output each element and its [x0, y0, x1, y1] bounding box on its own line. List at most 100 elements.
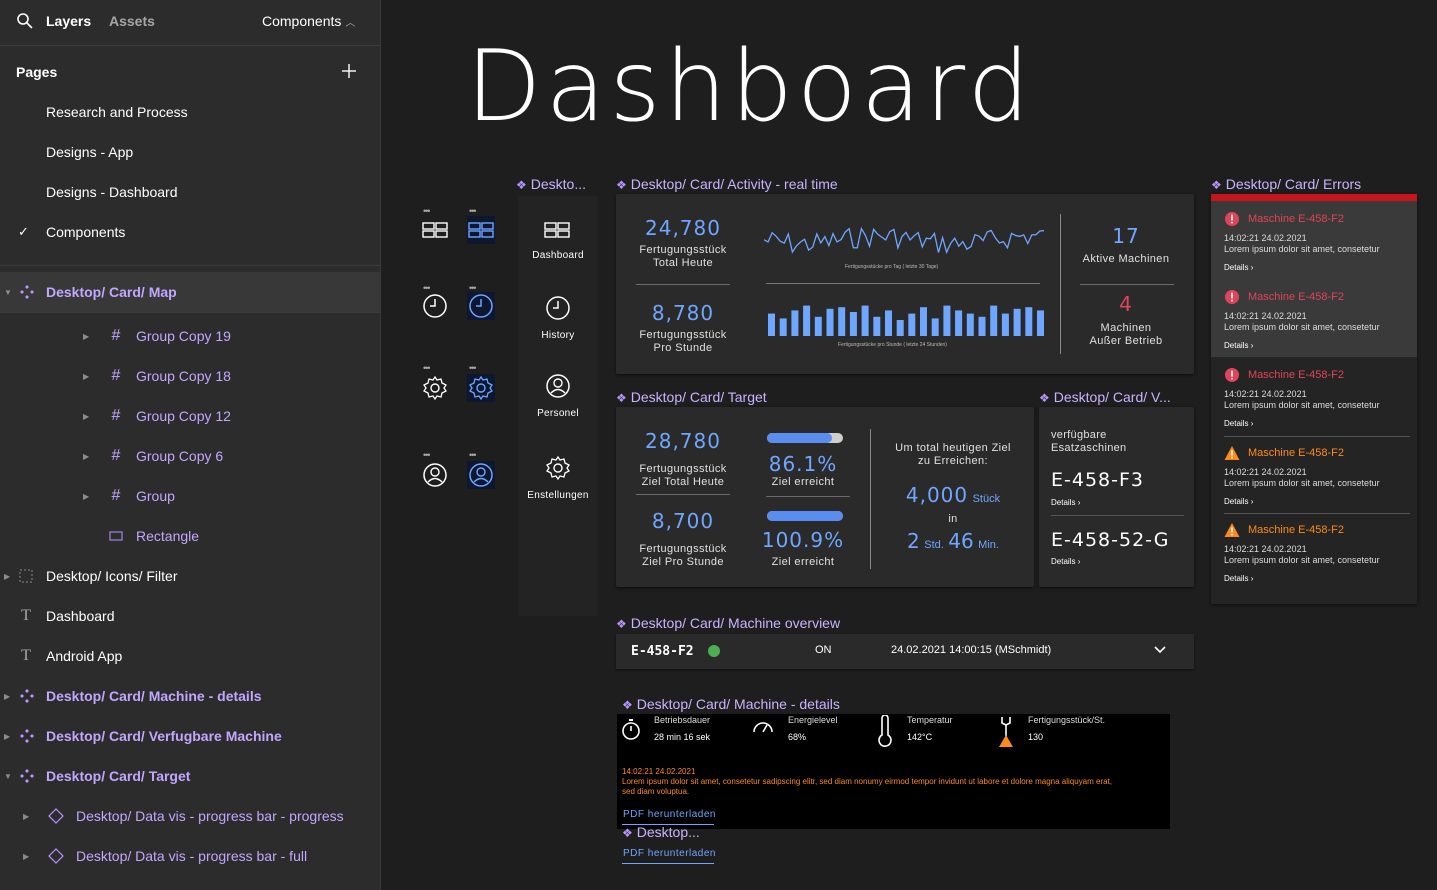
- nav-item-personel[interactable]: Personel: [518, 372, 598, 419]
- layer-row[interactable]: ▶ # Group Copy 18: [0, 356, 380, 396]
- error-item[interactable]: Maschine E-458-F2 14:02:21 24.02.2021 Lo…: [1211, 201, 1417, 279]
- runtime-value: 28 min 16 sek: [654, 732, 711, 742]
- pdf-download-link[interactable]: PDF herunterladen: [623, 848, 716, 859]
- error-message: Lorem ipsum dolor sit amet, consetetur: [1224, 322, 1380, 332]
- frame-label-overview[interactable]: ❖ Desktop/ Card/ Machine overview: [616, 615, 840, 631]
- machine-overview-row[interactable]: E-458-F2 ON 24.02.2021 14:00:15 (MSchmid…: [616, 634, 1194, 669]
- page-selector-label: Components: [262, 13, 342, 29]
- frame-label-small[interactable]: ❖ Desktop...: [622, 824, 700, 840]
- chevron-down-icon[interactable]: [1153, 642, 1167, 659]
- page-item-designs-dashboard[interactable]: Designs - Dashboard: [46, 184, 178, 200]
- error-item[interactable]: Maschine E-458-F2 14:02:21 24.02.2021 Lo…: [1211, 512, 1417, 590]
- page-item-research[interactable]: Research and Process: [46, 104, 188, 120]
- clock-active-icon[interactable]: [467, 292, 495, 320]
- caret-right-icon[interactable]: ▶: [83, 491, 90, 501]
- add-page-icon[interactable]: [340, 62, 358, 80]
- layer-row[interactable]: Rectangle: [0, 516, 380, 556]
- nav-item-settings[interactable]: Enstellungen: [518, 454, 598, 501]
- details-link[interactable]: Details ›: [1224, 341, 1253, 350]
- details-link[interactable]: Details ›: [1224, 497, 1253, 506]
- pdf-download-link[interactable]: PDF herunterladen: [623, 809, 716, 820]
- hourly-bar-chart: [768, 305, 1044, 336]
- caret-right-icon[interactable]: ▶: [4, 691, 11, 701]
- page-item-designs-app[interactable]: Designs - App: [46, 144, 134, 160]
- layer-row[interactable]: ▶ Desktop/ Data vis - progress bar - ful…: [0, 836, 380, 876]
- frame-label-details[interactable]: ❖ Desktop/ Card/ Machine - details: [622, 696, 840, 712]
- label-line: Pro Stunde: [653, 342, 713, 354]
- layer-row[interactable]: T Dashboard: [0, 596, 380, 636]
- page-selector[interactable]: Components ︿: [262, 13, 355, 29]
- details-link[interactable]: Details ›: [1051, 557, 1080, 566]
- user-icon[interactable]: [421, 461, 449, 489]
- dashboard-active-icon[interactable]: [467, 216, 495, 244]
- component-icon: [19, 768, 35, 784]
- details-link[interactable]: Details ›: [1224, 574, 1253, 583]
- clock-icon[interactable]: [421, 292, 449, 320]
- tab-layers[interactable]: Layers: [46, 13, 92, 29]
- search-icon[interactable]: [16, 12, 34, 30]
- goal-mins: 46: [948, 529, 974, 553]
- layer-label: Desktop/ Card/ Machine - details: [46, 688, 262, 704]
- frame-label-verf[interactable]: ❖ Desktop/ Card/ V...: [1039, 389, 1171, 405]
- error-item[interactable]: Maschine E-458-F2 14:02:21 24.02.2021 Lo…: [1211, 279, 1417, 357]
- bar: [1037, 310, 1044, 336]
- frame-label-errors[interactable]: ❖ Desktop/ Card/ Errors: [1211, 176, 1361, 192]
- layer-label: Group Copy 12: [136, 408, 231, 424]
- status-dot: [708, 645, 720, 657]
- layer-row[interactable]: ▶ Desktop/ Card/ Verfugbare Machine: [0, 716, 380, 756]
- errors-card: Maschine E-458-F2 14:02:21 24.02.2021 Lo…: [1211, 194, 1417, 604]
- divider: [1051, 515, 1184, 516]
- nav-item-dashboard[interactable]: Dashboard: [518, 220, 598, 261]
- caret-right-icon[interactable]: ▶: [23, 811, 30, 821]
- layer-row[interactable]: ▶ Desktop/ Card/ Machine - details: [0, 676, 380, 716]
- dashboard-icon[interactable]: [421, 216, 449, 244]
- divider: [0, 312, 381, 313]
- caret-right-icon[interactable]: ▶: [83, 411, 90, 421]
- caret-down-icon[interactable]: ▼: [4, 287, 12, 297]
- page-item-components[interactable]: Components: [46, 224, 126, 240]
- error-item[interactable]: Maschine E-458-F2 14:02:21 24.02.2021 Lo…: [1211, 357, 1417, 435]
- text-layer-icon: T: [21, 607, 31, 624]
- nav-label: Personel: [537, 408, 579, 419]
- caret-right-icon[interactable]: ▶: [23, 851, 30, 861]
- frame-label-nav[interactable]: ❖ Deskto...: [516, 176, 586, 192]
- error-timestamp: 14:02:21 24.02.2021: [1224, 311, 1307, 321]
- label-line: Esatzaschinen: [1051, 442, 1127, 454]
- available-machine-2[interactable]: E-458-52-G: [1051, 529, 1170, 551]
- layer-label: Group Copy 6: [136, 448, 224, 464]
- layer-row[interactable]: ▶ # Group Copy 19: [0, 316, 380, 356]
- caret-right-icon[interactable]: ▶: [4, 731, 11, 741]
- layer-row[interactable]: ▶ # Group Copy 12: [0, 396, 380, 436]
- layer-row[interactable]: ▼ Desktop/ Card/ Target: [0, 756, 380, 796]
- layer-row[interactable]: ▶ Desktop/ Data vis - progress bar - pro…: [0, 796, 380, 836]
- frame-label-target[interactable]: ❖ Desktop/ Card/ Target: [616, 389, 767, 405]
- caret-right-icon[interactable]: ▶: [83, 371, 90, 381]
- layer-row[interactable]: ▶ # Group Copy 6: [0, 436, 380, 476]
- details-link[interactable]: Details ›: [1051, 498, 1080, 507]
- nav-item-history[interactable]: History: [518, 294, 598, 341]
- total-today-label: Fertugungsstück Total Heute: [624, 244, 742, 270]
- frame-label-activity[interactable]: ❖ Desktop/ Card/ Activity - real time: [616, 176, 838, 192]
- layer-row[interactable]: ▶ Desktop/ Icons/ Filter: [0, 556, 380, 596]
- details-link[interactable]: Details ›: [1224, 419, 1253, 428]
- frame-label-text: Desktop/ Card/ Errors: [1225, 176, 1362, 192]
- instance-icon: [48, 848, 64, 864]
- chevron-right-icon: ›: [1250, 263, 1254, 272]
- caret-right-icon[interactable]: ▶: [83, 451, 90, 461]
- bar: [920, 307, 927, 336]
- gear-icon[interactable]: [421, 374, 449, 402]
- available-machine-1[interactable]: E-458-F3: [1051, 469, 1144, 491]
- caret-down-icon[interactable]: ▼: [4, 771, 12, 781]
- layer-label: Group Copy 18: [136, 368, 231, 384]
- layer-row[interactable]: ▶ # Group: [0, 476, 380, 516]
- tab-assets[interactable]: Assets: [109, 13, 155, 29]
- details-link[interactable]: Details ›: [1224, 263, 1253, 272]
- variant-dots: •••: [423, 363, 431, 373]
- error-item[interactable]: Maschine E-458-F2 14:02:21 24.02.2021 Lo…: [1211, 435, 1417, 513]
- layer-row[interactable]: T Android App: [0, 636, 380, 676]
- layer-row[interactable]: ▼ Desktop/ Card/ Map: [0, 272, 380, 312]
- caret-right-icon[interactable]: ▶: [4, 571, 11, 581]
- caret-right-icon[interactable]: ▶: [83, 331, 90, 341]
- gear-active-icon[interactable]: [467, 374, 495, 402]
- user-active-icon[interactable]: [467, 461, 495, 489]
